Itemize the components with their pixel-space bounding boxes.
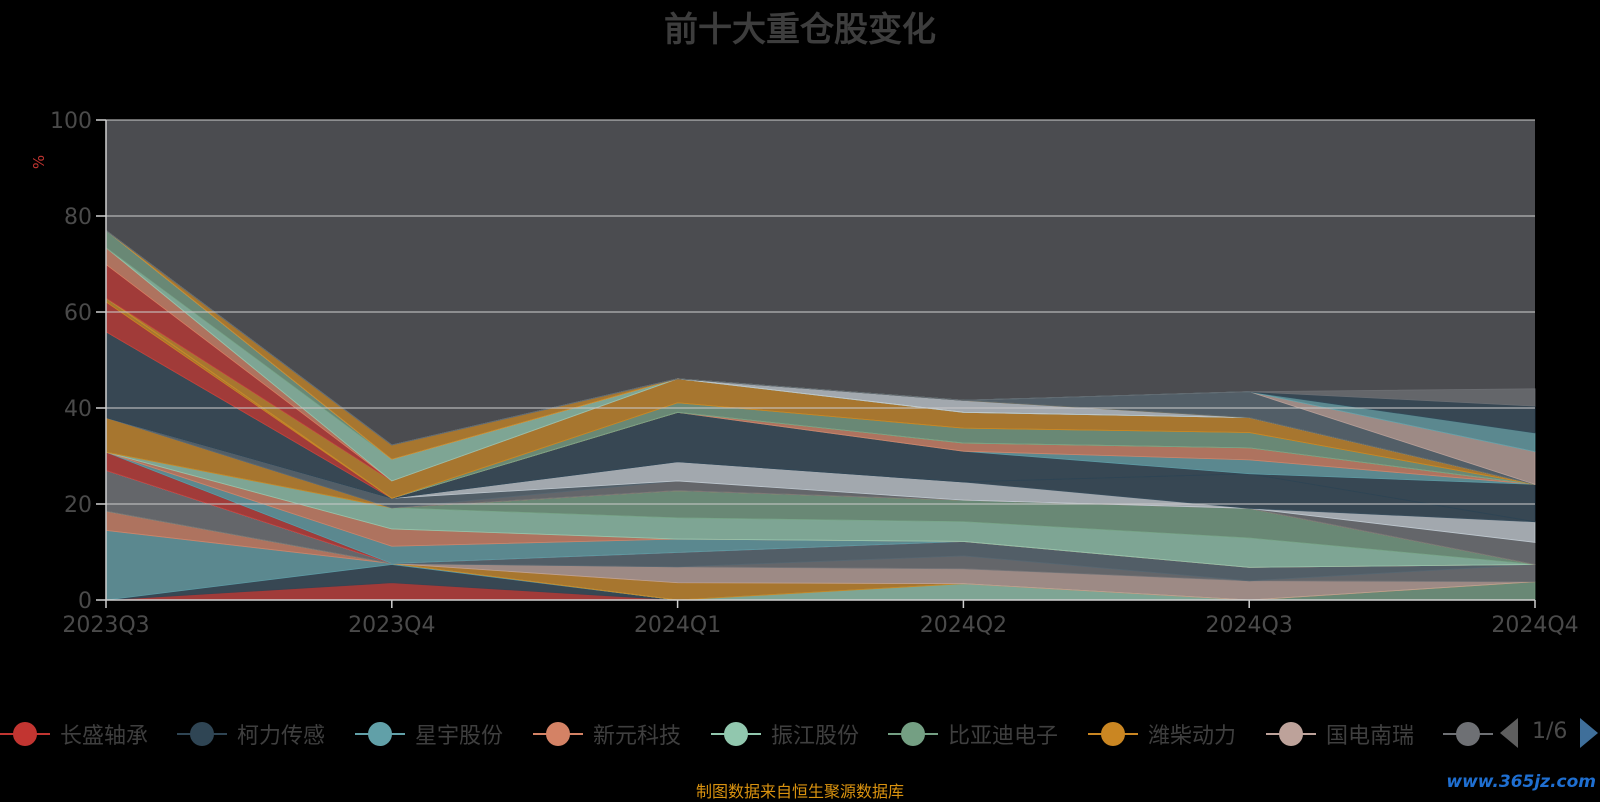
y-axis-label: % [30,155,48,169]
legend-item[interactable]: 潍柴动力 [1088,716,1236,752]
legend-label: 星宇股份 [415,724,504,749]
legend: 长盛轴承 柯力传感 星宇股份 新元科技 振江股份 比亚迪电子 潍柴动力 国电南瑞 [0,716,1600,752]
x-tick-label: 2024Q2 [920,613,1007,638]
legend-marker-icon [177,721,227,747]
legend-item[interactable]: 星宇股份 [355,716,503,752]
area-series-43 [105,230,1536,446]
legend-item[interactable]: 柯力传感 [177,716,325,752]
site-watermark: www.365jz.com [1446,772,1596,792]
legend-label: 国电南瑞 [1326,724,1415,749]
legend-label: 柯力传感 [237,724,326,749]
legend-marker-icon [711,721,761,747]
legend-item[interactable]: 国电南瑞 [1266,716,1414,752]
legend-label: 长盛轴承 [60,724,149,749]
y-tick-label: 100 [50,109,92,134]
legend-label: 比亚迪电子 [948,724,1059,749]
legend-label: 振江股份 [771,724,860,749]
legend-marker-icon [1443,721,1493,747]
y-tick-label: 0 [78,589,92,614]
legend-prev-page-icon[interactable] [1500,718,1518,748]
legend-item[interactable]: 振江股份 [711,716,859,752]
x-tick-label: 2024Q3 [1206,613,1293,638]
y-tick-label: 20 [64,493,92,518]
legend-pager: 1/6 [1500,716,1600,752]
legend-item[interactable]: 长盛轴承 [0,716,148,752]
legend-item[interactable]: 比亚迪电子 [888,716,1058,752]
chart-title: 前十大重仓股变化 [664,10,936,50]
legend-label: 新元科技 [593,724,682,749]
y-tick-label: 80 [64,205,92,230]
legend-marker-icon [888,721,938,747]
x-tick-label: 2023Q4 [348,613,435,638]
legend-marker-icon [533,721,583,747]
legend-item[interactable]: 新元科技 [533,716,681,752]
x-tick-label: 2024Q1 [634,613,721,638]
y-tick-label: 40 [64,397,92,422]
legend-page-indicator: 1/6 [1532,719,1568,744]
legend-marker-icon [1266,721,1316,747]
legend-next-page-icon[interactable] [1580,718,1598,748]
y-tick-label: 60 [64,301,92,326]
legend-item[interactable] [1443,716,1493,752]
legend-label: 潍柴动力 [1148,724,1237,749]
legend-marker-icon [0,721,50,747]
legend-marker-icon [1088,721,1138,747]
legend-marker-icon [355,721,405,747]
x-tick-label: 2023Q3 [62,613,149,638]
x-tick-label: 2024Q4 [1491,613,1578,638]
data-source-note: 制图数据来自恒生聚源数据库 [695,782,904,801]
